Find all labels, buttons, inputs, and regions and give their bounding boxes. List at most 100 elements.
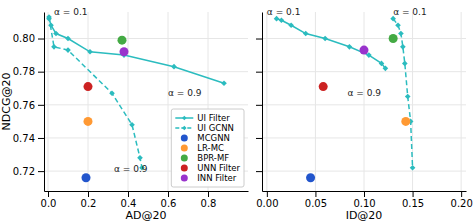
legend-item: UNN Filter	[181, 163, 241, 173]
y-axis-line	[262, 13, 263, 192]
x-tick-mark	[208, 191, 209, 197]
legend-item: BPR-MF	[181, 153, 229, 163]
y-tick	[256, 39, 262, 40]
y-axis-line	[44, 13, 45, 192]
annotation: α = 0.1	[267, 7, 301, 17]
y-tick: 0.80	[13, 33, 44, 44]
point	[319, 82, 328, 91]
legend-item: MCGNN	[181, 133, 230, 143]
y-axis: 0.720.740.760.780.80	[13, 13, 45, 192]
legend-swatch-marker	[181, 155, 188, 162]
point	[84, 117, 93, 126]
grid-line-y	[262, 71, 466, 72]
grid-line-y	[262, 38, 466, 39]
point	[120, 47, 129, 56]
y-tick-mark	[38, 171, 44, 172]
x-tick: 0.2	[81, 191, 97, 209]
legend-label: LR-MC	[197, 143, 224, 153]
series	[82, 173, 91, 182]
x-tick-label: 0.05	[305, 198, 327, 209]
legend-swatch-marker	[181, 145, 188, 152]
x-tick: 0.6	[161, 191, 177, 209]
series	[401, 117, 410, 126]
marker	[53, 31, 59, 37]
panel: 0.000.050.100.150.20ID@20α = 0.1α = 0.1α…	[256, 7, 473, 222]
point	[84, 82, 93, 91]
legend-label: INN Filter	[197, 173, 236, 183]
y-tick	[256, 171, 262, 172]
series	[84, 82, 93, 91]
y-tick-mark	[38, 39, 44, 40]
series	[306, 173, 315, 182]
grid-line-y	[262, 104, 466, 105]
x-tick: 0.0	[41, 191, 57, 209]
line	[49, 17, 142, 168]
y-tick	[256, 72, 262, 73]
x-tick-mark	[364, 191, 365, 197]
x-tick: 0.8	[201, 191, 217, 209]
x-tick-label: 0.8	[201, 198, 217, 209]
chart-container: 0.00.20.40.60.80.720.740.760.780.80AD@20…	[0, 0, 474, 223]
marker	[383, 66, 389, 72]
x-tick-mark	[128, 191, 129, 197]
x-axis-title: ID@20	[346, 209, 383, 222]
point	[118, 36, 127, 45]
grid	[262, 12, 466, 191]
x-tick-mark	[315, 191, 316, 197]
legend-box	[171, 109, 244, 187]
marker	[379, 61, 385, 67]
series	[360, 46, 369, 55]
legend-swatch-marker	[181, 165, 188, 172]
y-tick-mark	[38, 105, 44, 106]
y-tick-mark	[256, 72, 262, 73]
series	[120, 47, 129, 56]
x-axis: 0.0 0.2 0.4 0.6 0.8	[41, 191, 249, 209]
x-tick: 0.15	[402, 191, 424, 209]
x-tick-label: 0.4	[121, 198, 137, 209]
series	[389, 34, 398, 43]
x-tick-mark	[48, 191, 49, 197]
legend-item: LR-MC	[181, 143, 224, 153]
annotation: α = 0.9	[114, 164, 148, 174]
line	[49, 19, 224, 84]
grid	[44, 12, 248, 191]
y-tick: 0.74	[13, 133, 44, 144]
y-axis	[256, 13, 263, 192]
x-tick-mark	[168, 191, 169, 197]
legend-item: UI GCNN	[175, 123, 234, 133]
y-tick: 0.78	[13, 66, 44, 77]
x-tick-label: 0.20	[451, 198, 473, 209]
x-tick-mark	[413, 191, 414, 197]
y-tick-mark	[256, 171, 262, 172]
x-tick: 0.00	[256, 191, 278, 209]
y-tick-mark	[256, 39, 262, 40]
y-tick-label: 0.78	[13, 66, 35, 77]
annotation: α = 0.9	[347, 88, 381, 98]
marker	[87, 49, 93, 55]
legend-label: UI GCNN	[197, 123, 234, 133]
marks	[274, 16, 416, 182]
legend: UI FilterUI GCNNMCGNNLR-MCBPR-MFUNN Filt…	[171, 109, 244, 187]
x-axis-title: AD@20	[126, 209, 167, 222]
legend-label: UI Filter	[197, 113, 230, 123]
series	[319, 82, 328, 91]
y-tick-label: 0.74	[13, 133, 35, 144]
x-tick: 0.10	[353, 191, 375, 209]
x-tick: 0.20	[451, 191, 473, 209]
y-tick	[256, 105, 262, 106]
marker	[221, 80, 227, 86]
y-tick-mark	[256, 105, 262, 106]
marker	[347, 44, 353, 50]
series	[118, 36, 127, 45]
legend-swatch-marker	[181, 175, 188, 182]
grid-line-y	[44, 104, 248, 105]
grid-line-y	[44, 71, 248, 72]
marker	[279, 17, 285, 23]
x-tick-mark	[267, 191, 268, 197]
y-tick-mark	[38, 72, 44, 73]
annotation: α = 0.9	[168, 88, 202, 98]
marker	[410, 165, 416, 171]
marker	[109, 90, 115, 96]
marker	[65, 36, 71, 42]
series	[84, 117, 93, 126]
